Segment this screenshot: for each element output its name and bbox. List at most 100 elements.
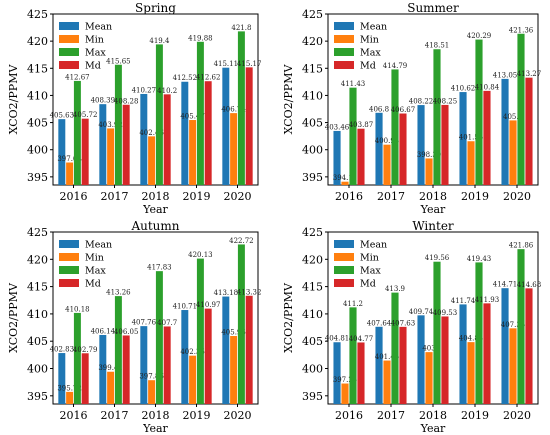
bar-mean-2017 bbox=[375, 326, 383, 404]
bar-max-2020 bbox=[237, 244, 245, 404]
data-label-max-2016: 412.67 bbox=[65, 73, 90, 81]
x-tick-label: 2017 bbox=[101, 409, 129, 422]
bar-mean-2020 bbox=[222, 67, 230, 185]
bar-min-2016 bbox=[66, 162, 74, 185]
legend-swatch-mean bbox=[59, 22, 79, 30]
chart-winter: Winter 395 400 405 410 415 420 425 XCO2/PPMV 2016… bbox=[282, 219, 541, 435]
y-tick-label: 395 bbox=[27, 390, 48, 403]
data-label-md-2017: 406.05 bbox=[114, 328, 139, 336]
data-label-max-2019: 419.43 bbox=[467, 255, 492, 263]
legend-swatch-min bbox=[334, 253, 354, 261]
legend-swatch-mean bbox=[334, 240, 354, 248]
legend-label-mean: Mean bbox=[85, 240, 112, 251]
x-tick-label: 2018 bbox=[419, 409, 447, 422]
x-tick-label: 2019 bbox=[183, 190, 211, 203]
data-label-max-2020: 421.86 bbox=[509, 242, 534, 250]
data-label-min-2018: 397.86 bbox=[139, 373, 164, 381]
data-label-md-2018: 408.25 bbox=[433, 97, 458, 105]
bar-mean-2016 bbox=[58, 119, 66, 185]
y-tick-label: 405 bbox=[27, 117, 48, 130]
bar-md-2019 bbox=[204, 81, 212, 185]
bar-md-2018 bbox=[163, 94, 171, 185]
bar-mean-2019 bbox=[459, 304, 467, 404]
bar-min-2019 bbox=[189, 355, 197, 404]
data-label-max-2018: 417.83 bbox=[147, 264, 172, 272]
legend-label-min: Min bbox=[360, 35, 379, 46]
chart-summer: Summer 395 400 405 410 415 420 425 XCO2/PPMV 2016… bbox=[282, 1, 541, 216]
data-label-mean-2020: 414.71 bbox=[493, 281, 518, 289]
legend-swatch-md bbox=[334, 61, 354, 69]
x-tick-label: 2016 bbox=[335, 409, 363, 422]
data-label-min-2020: 406.74 bbox=[221, 106, 246, 114]
bar-min-2017 bbox=[383, 144, 391, 185]
data-label-max-2019: 419.88 bbox=[188, 34, 213, 42]
legend-swatch-min bbox=[59, 35, 79, 43]
y-axis-label: XCO2/PPMV bbox=[282, 64, 295, 135]
legend-label-max: Max bbox=[360, 48, 381, 59]
y-tick-label: 405 bbox=[27, 335, 48, 348]
legend-label-md: Md bbox=[360, 61, 376, 72]
bar-min-2020 bbox=[509, 328, 517, 404]
bar-md-2018 bbox=[441, 104, 449, 185]
x-axis-label: Year bbox=[142, 203, 168, 216]
y-tick-label: 395 bbox=[27, 171, 48, 184]
x-tick-label: 2017 bbox=[377, 409, 405, 422]
y-tick-label: 410 bbox=[302, 89, 323, 102]
legend-swatch-max bbox=[59, 48, 79, 56]
data-label-mean-2016: 404.81 bbox=[325, 335, 350, 343]
bar-max-2017 bbox=[391, 292, 399, 404]
bar-mean-2020 bbox=[501, 78, 509, 185]
y-tick-label: 420 bbox=[302, 35, 323, 48]
bar-md-2016 bbox=[81, 118, 89, 185]
bar-min-2016 bbox=[341, 383, 349, 404]
bar-min-2020 bbox=[230, 113, 238, 185]
data-label-min-2017: 399.41 bbox=[98, 364, 123, 372]
legend-swatch-mean bbox=[334, 22, 354, 30]
data-label-md-2017: 408.28 bbox=[114, 97, 139, 105]
legend-label-min: Min bbox=[360, 253, 379, 264]
bar-md-2017 bbox=[122, 335, 130, 404]
bar-md-2020 bbox=[525, 77, 533, 185]
x-tick-label: 2019 bbox=[183, 409, 211, 422]
bar-mean-2016 bbox=[333, 130, 341, 185]
y-tick-label: 425 bbox=[302, 226, 323, 239]
x-tick-label: 2017 bbox=[101, 190, 129, 203]
bar-max-2016 bbox=[73, 312, 81, 404]
data-label-max-2016: 411.43 bbox=[341, 80, 366, 88]
bar-max-2018 bbox=[433, 49, 441, 185]
bar-mean-2019 bbox=[459, 92, 467, 185]
bar-max-2017 bbox=[391, 69, 399, 185]
data-label-md-2019: 410.84 bbox=[475, 83, 500, 91]
data-label-mean-2020: 415.11 bbox=[214, 60, 239, 68]
bar-min-2017 bbox=[107, 371, 115, 404]
data-label-md-2019: 410.97 bbox=[196, 301, 221, 309]
bar-max-2019 bbox=[475, 39, 483, 185]
legend-label-mean: Mean bbox=[85, 22, 112, 33]
bar-md-2018 bbox=[163, 326, 171, 404]
bar-mean-2019 bbox=[181, 81, 189, 185]
bar-mean-2018 bbox=[417, 105, 425, 185]
legend-swatch-max bbox=[59, 266, 79, 274]
x-axis-label: Year bbox=[142, 422, 168, 435]
data-label-md-2020: 414.68 bbox=[517, 281, 542, 289]
legend-label-mean: Mean bbox=[360, 22, 387, 33]
bar-min-2019 bbox=[467, 342, 475, 404]
data-label-md-2020: 413.32 bbox=[237, 288, 262, 296]
legend-swatch-mean bbox=[59, 240, 79, 248]
data-label-md-2018: 407.7 bbox=[157, 319, 177, 327]
data-label-mean-2019: 410.62 bbox=[451, 85, 476, 93]
x-tick-label: 2020 bbox=[224, 190, 252, 203]
data-label-mean-2016: 405.63 bbox=[50, 112, 75, 120]
data-label-md-2018: 410.2 bbox=[157, 87, 177, 95]
y-tick-label: 410 bbox=[27, 308, 48, 321]
y-tick-label: 420 bbox=[27, 35, 48, 48]
data-label-md-2019: 412.62 bbox=[196, 74, 221, 82]
chart-title: Summer bbox=[407, 1, 459, 15]
bar-mean-2020 bbox=[222, 296, 230, 404]
data-label-max-2017: 415.65 bbox=[106, 57, 131, 65]
x-axis-label: Year bbox=[420, 422, 446, 435]
bar-max-2017 bbox=[114, 64, 122, 185]
legend-label-max: Max bbox=[85, 266, 106, 277]
legend-label-md: Md bbox=[85, 279, 101, 290]
